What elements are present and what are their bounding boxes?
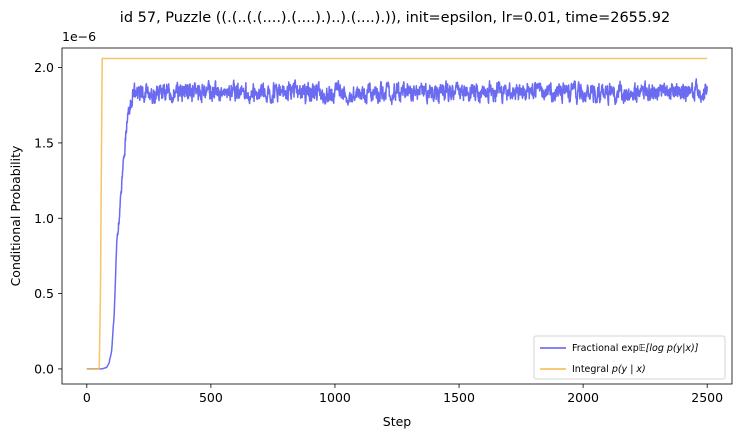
x-tick-label: 500 xyxy=(199,390,223,405)
plot-frame xyxy=(61,47,733,385)
x-tick-label: 0 xyxy=(83,390,91,405)
legend-label-integral: Integral p(y | x) xyxy=(572,364,646,375)
x-axis-ticks: 0 500 1000 1500 2000 2500 xyxy=(83,384,723,405)
x-tick-label: 2000 xyxy=(567,390,599,405)
legend-label-fractional: Fractional exp𝔼[log p(y|x)] xyxy=(572,343,699,354)
legend: Fractional exp𝔼[log p(y|x)] Integral p(y… xyxy=(533,335,726,380)
series-line-fractional xyxy=(86,78,708,370)
y-tick-label: 0.0 xyxy=(34,361,54,376)
plot-lines xyxy=(86,57,708,370)
legend-box xyxy=(533,335,726,380)
series-line-integral xyxy=(86,57,708,370)
y-axis-ticks: 0.0 0.5 1.0 1.5 2.0 xyxy=(34,60,62,376)
y-tick-label: 1.5 xyxy=(34,135,54,150)
x-tick-label: 2500 xyxy=(691,390,723,405)
y-tick-label: 2.0 xyxy=(34,60,54,75)
y-offset-label: 1e−6 xyxy=(62,29,96,44)
chart-title: id 57, Puzzle ((.(..(.(....).(....).)..)… xyxy=(120,10,670,26)
y-axis-label: Conditional Probability xyxy=(8,145,23,286)
x-tick-label: 1000 xyxy=(319,390,351,405)
y-tick-label: 1.0 xyxy=(34,211,54,226)
y-tick-label: 0.5 xyxy=(34,286,54,301)
x-tick-label: 1500 xyxy=(443,390,475,405)
x-axis-label: Step xyxy=(383,414,412,429)
